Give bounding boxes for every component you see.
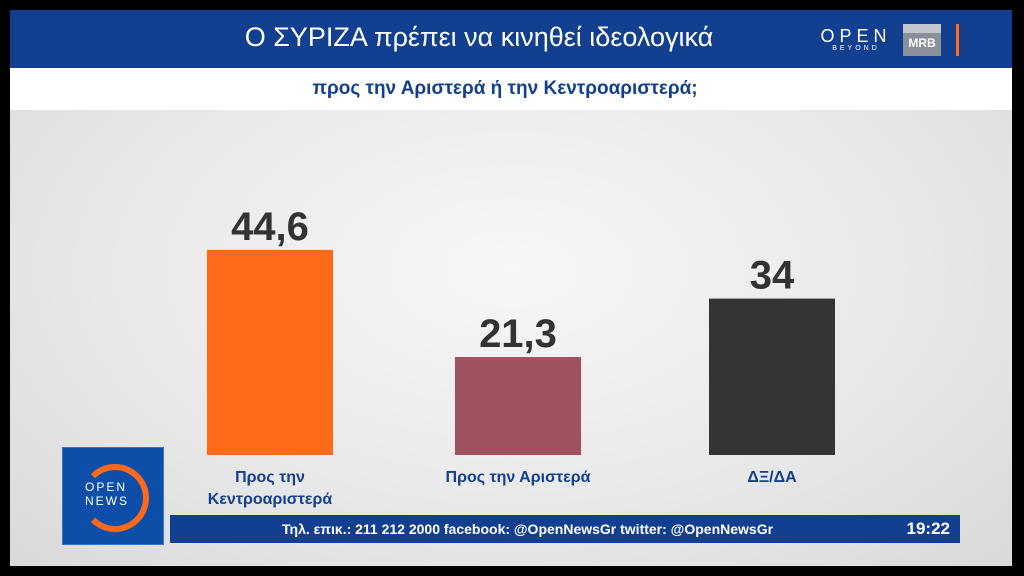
category-label-1-line-1: Προς την [235, 469, 305, 486]
broadcast-frame: Ο ΣΥΡΙΖΑ πρέπει να κινηθεί ιδεολογικά OP… [10, 10, 1012, 566]
value-label-2: 21,3 [479, 312, 557, 356]
logo-line-1: OPEN [85, 480, 128, 494]
accent-divider [956, 24, 959, 56]
subtitle-bar: προς την Αριστερά ή την Κεντροαριστερά; [10, 68, 1012, 110]
logo-text: OPEN NEWS [85, 480, 145, 508]
logo-ring-icon [81, 464, 149, 532]
open-logo-text: OPEN [820, 26, 892, 46]
open-news-logo: OPEN NEWS [62, 447, 164, 545]
headline-text: Ο ΣΥΡΙΖΑ πρέπει να κινηθεί ιδεολογικά [244, 22, 714, 52]
clock: 19:22 [906, 519, 950, 538]
chart-panel: 44,6 Προς την Κεντροαριστερά 21,3 Προς την Α… [10, 110, 1012, 566]
chart-subtitle: προς την Αριστερά ή την Κεντροαριστερά; [10, 68, 1012, 110]
ticker-text: Τηλ. επικ.: 211 212 2000 facebook: @Open… [282, 521, 774, 537]
bar-2 [455, 357, 581, 455]
category-label-3-line-1: ΔΞ/ΔΑ [747, 469, 797, 486]
value-label-3: 34 [750, 254, 795, 298]
beyond-logo-text: BEYOND [832, 45, 880, 52]
news-ticker: Τηλ. επικ.: 211 212 2000 facebook: @Open… [170, 515, 960, 543]
title-bar: Ο ΣΥΡΙΖΑ πρέπει να κινηθεί ιδεολογικά OP… [10, 10, 1012, 68]
headline: Ο ΣΥΡΙΖΑ πρέπει να κινηθεί ιδεολογικά [10, 10, 1012, 68]
logo-line-2: NEWS [85, 494, 129, 508]
bar-chart: 44,6 Προς την Κεντροαριστερά 21,3 Προς την Α… [207, 205, 835, 508]
category-label-2-line-1: Προς την Αριστερά [446, 469, 591, 486]
bar-3 [709, 298, 835, 455]
mrb-logo: MRB [903, 24, 941, 56]
open-beyond-logo: OPEN BEYOND [816, 26, 896, 52]
value-label-1: 44,6 [231, 205, 309, 249]
bar-1 [207, 249, 333, 455]
category-label-1-line-2: Κεντροαριστερά [208, 491, 333, 508]
subtitle-text: προς την Αριστερά ή την Κεντροαριστερά; [312, 78, 698, 99]
